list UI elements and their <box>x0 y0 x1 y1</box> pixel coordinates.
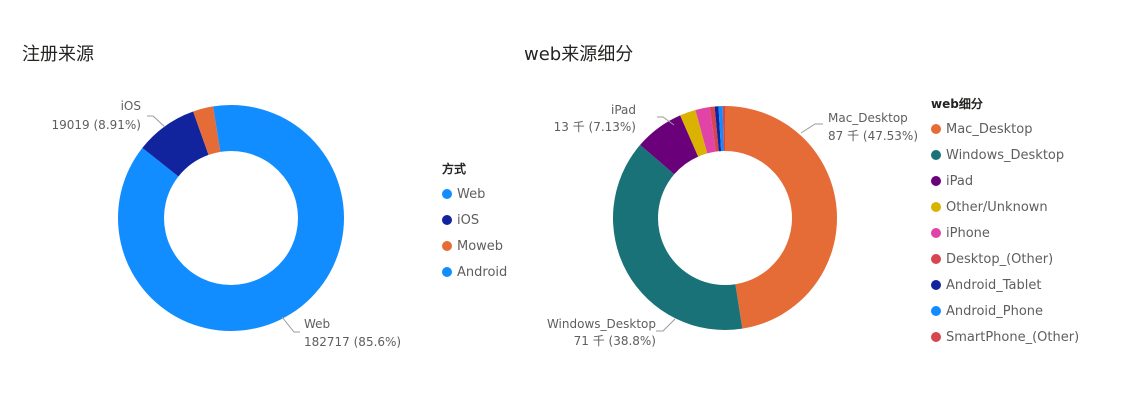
legend-marker-icon <box>931 306 941 316</box>
legend-marker-icon <box>442 241 452 251</box>
legend-marker-icon <box>931 124 941 134</box>
legend-marker-icon <box>931 280 941 290</box>
registration-source-panel: 注册来源 iOS 19019 (8.91%) Web 182717 (85.6%) 方… <box>0 0 520 409</box>
registration-source-legend: 方式 Web iOS Moweb Android <box>442 160 507 285</box>
data-label-value-ios: 19019 (8.91%) <box>52 118 141 132</box>
slice-web[interactable] <box>117 105 344 331</box>
legend-item-ios[interactable]: iOS <box>442 207 507 233</box>
legend-item-web[interactable]: Web <box>442 181 507 207</box>
registration-source-donut-chart: iOS 19019 (8.91%) Web 182717 (85.6%) <box>52 99 402 349</box>
slice-ios[interactable] <box>142 111 209 177</box>
legend-title: 方式 <box>442 162 467 176</box>
legend-item-iphone[interactable]: iPhone <box>931 220 1079 246</box>
legend-label: Android_Phone <box>946 303 1044 319</box>
data-label-value-windows-desktop: 71 千 (38.8%) <box>574 334 656 348</box>
slice-android-phone[interactable] <box>718 106 724 152</box>
legend-item-android-tablet[interactable]: Android_Tablet <box>931 272 1079 298</box>
web-source-panel: web来源细分 Mac_Desktop 87 千 (47.53%) iPad 13 千… <box>520 0 1131 409</box>
data-label-name-ios: iOS <box>121 99 141 113</box>
slice-smartphone-other[interactable] <box>722 106 725 152</box>
legend-item-moweb[interactable]: Moweb <box>442 233 507 259</box>
legend-marker-icon <box>931 150 941 160</box>
legend-label: SmartPhone_(Other) <box>946 329 1080 345</box>
legend-marker-icon <box>442 267 452 277</box>
legend-marker-icon <box>442 215 452 225</box>
legend-marker-icon <box>442 189 452 199</box>
slice-windows-desktop[interactable] <box>613 144 743 330</box>
data-label-name-mac-desktop: Mac_Desktop <box>828 111 908 125</box>
leader-line-ios <box>147 115 166 128</box>
slice-ipad[interactable] <box>640 115 699 175</box>
legend-marker-icon <box>931 254 941 264</box>
slice-moweb[interactable] <box>193 106 221 155</box>
slice-android-tablet[interactable] <box>714 106 722 152</box>
legend-item-other-unknown[interactable]: Other/Unknown <box>931 194 1079 220</box>
legend-marker-icon <box>931 176 941 186</box>
legend-title: web细分 <box>931 97 983 111</box>
legend-label: Windows_Desktop <box>946 147 1065 163</box>
legend-label: iPhone <box>946 225 990 241</box>
legend-label: Desktop_(Other) <box>946 251 1054 267</box>
web-source-donut-chart: Mac_Desktop 87 千 (47.53%) iPad 13 千 (7.13%)… <box>547 103 918 348</box>
legend-item-windows-desktop[interactable]: Windows_Desktop <box>931 142 1079 168</box>
legend-label: iOS <box>457 212 480 228</box>
slice-other-unknown[interactable] <box>680 109 708 157</box>
leader-line-mac-desktop <box>800 123 823 134</box>
legend-marker-icon <box>931 332 941 342</box>
legend-label: Android <box>457 264 508 280</box>
legend-label: Moweb <box>457 238 504 254</box>
data-label-value-mac-desktop: 87 千 (47.53%) <box>828 129 918 143</box>
web-source-legend: web细分 Mac_Desktop Windows_Desktop iPad Othe… <box>931 95 1079 350</box>
data-label-value-ipad: 13 千 (7.13%) <box>554 120 636 134</box>
leader-line-windows-desktop <box>656 318 676 332</box>
slice-android[interactable] <box>213 105 231 152</box>
legend-item-ipad[interactable]: iPad <box>931 168 1079 194</box>
chart-title: 注册来源 <box>22 44 94 65</box>
legend-item-smartphone-other[interactable]: SmartPhone_(Other) <box>931 324 1079 350</box>
data-label-name-web: Web <box>304 317 330 331</box>
slice-mac-desktop[interactable] <box>725 106 837 329</box>
data-label-value-web: 182717 (85.6%) <box>304 335 401 349</box>
legend-item-mac-desktop[interactable]: Mac_Desktop <box>931 116 1079 142</box>
legend-label: Mac_Desktop <box>946 121 1033 137</box>
legend-label: Web <box>457 186 486 202</box>
chart-title: web来源细分 <box>524 44 634 65</box>
data-label-name-windows-desktop: Windows_Desktop <box>547 317 656 331</box>
legend-marker-icon <box>931 202 941 212</box>
legend-label: Other/Unknown <box>946 199 1048 215</box>
legend-item-android[interactable]: Android <box>442 259 507 285</box>
leader-line-web <box>281 316 300 333</box>
slice-iphone[interactable] <box>695 107 716 154</box>
leader-line-ipad <box>657 116 675 126</box>
data-label-name-ipad: iPad <box>611 103 636 117</box>
legend-label: iPad <box>946 173 974 189</box>
legend-item-desktop-other[interactable]: Desktop_(Other) <box>931 246 1079 272</box>
legend-label: Android_Tablet <box>946 277 1042 293</box>
legend-item-android-phone[interactable]: Android_Phone <box>931 298 1079 324</box>
slice-desktop-other[interactable] <box>709 106 719 152</box>
legend-marker-icon <box>931 228 941 238</box>
